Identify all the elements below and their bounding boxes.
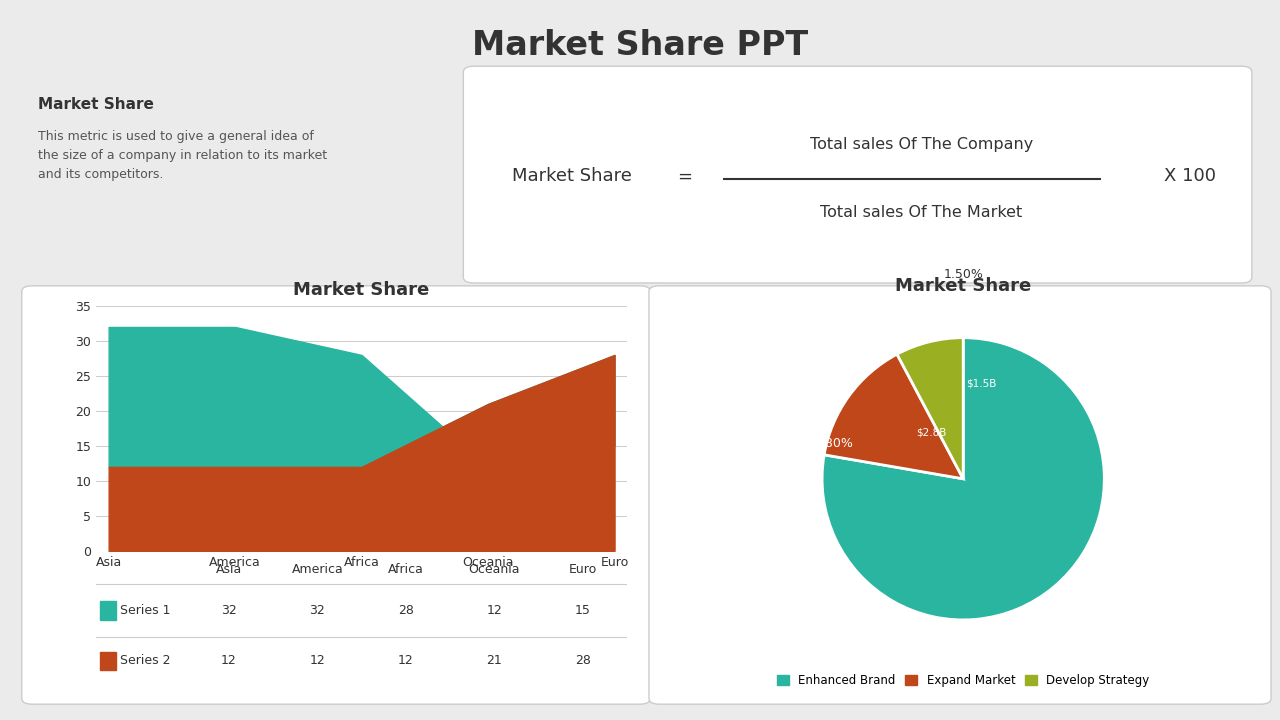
- Wedge shape: [897, 338, 964, 479]
- Text: 12: 12: [221, 654, 237, 667]
- Text: X 100: X 100: [1165, 167, 1216, 185]
- Text: =: =: [677, 167, 692, 185]
- Text: Total sales Of The Company: Total sales Of The Company: [810, 137, 1033, 151]
- Text: Series 1: Series 1: [120, 604, 170, 617]
- Text: Total sales Of The Market: Total sales Of The Market: [820, 205, 1023, 220]
- Text: $15B: $15B: [810, 670, 890, 698]
- FancyBboxPatch shape: [100, 652, 116, 670]
- Wedge shape: [822, 338, 1105, 620]
- Text: 12: 12: [486, 604, 502, 617]
- Text: Euro: Euro: [568, 562, 596, 575]
- FancyBboxPatch shape: [100, 601, 116, 620]
- Text: 28: 28: [398, 604, 413, 617]
- Text: $2.8B: $2.8B: [916, 428, 947, 438]
- Text: 1.50%: 1.50%: [943, 268, 983, 281]
- Title: Market Share: Market Share: [293, 281, 430, 299]
- Text: Market Share: Market Share: [512, 167, 632, 185]
- Text: 32: 32: [221, 604, 237, 617]
- Text: Africa: Africa: [388, 562, 424, 575]
- Wedge shape: [824, 354, 964, 479]
- Text: Market Share: Market Share: [38, 97, 155, 112]
- Title: Market Share: Market Share: [895, 277, 1032, 295]
- Text: $1.5B: $1.5B: [965, 379, 996, 389]
- Text: 2.80%: 2.80%: [813, 437, 852, 450]
- Text: This metric is used to give a general idea of
the size of a company in relation : This metric is used to give a general id…: [38, 130, 328, 181]
- Text: 12: 12: [398, 654, 413, 667]
- Legend: Enhanced Brand, Expand Market, Develop Strategy: Enhanced Brand, Expand Market, Develop S…: [772, 669, 1155, 692]
- Text: Series 2: Series 2: [120, 654, 170, 667]
- Text: Market Share PPT: Market Share PPT: [472, 29, 808, 62]
- Text: 15: 15: [575, 604, 591, 617]
- Text: 12: 12: [310, 654, 325, 667]
- Text: 21: 21: [486, 654, 502, 667]
- Text: Oceania: Oceania: [468, 562, 520, 575]
- Text: 32: 32: [310, 604, 325, 617]
- Text: America: America: [292, 562, 343, 575]
- Text: Asia: Asia: [215, 562, 242, 575]
- Text: 28: 28: [575, 654, 591, 667]
